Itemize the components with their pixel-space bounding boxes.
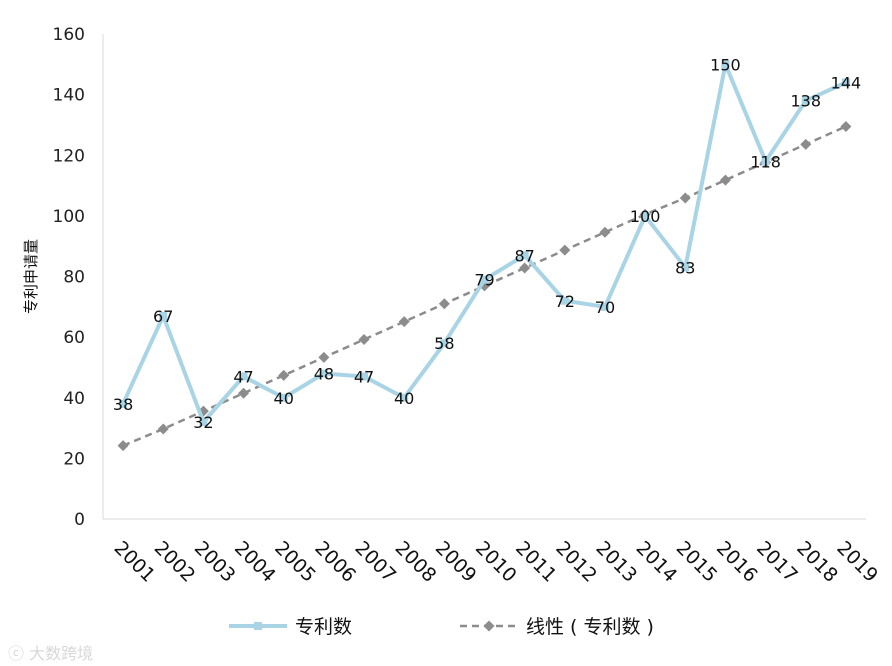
patents-point — [159, 311, 168, 320]
watermark-text: 大数跨境 — [29, 644, 94, 663]
patents-point — [681, 263, 690, 272]
patents-point — [801, 96, 810, 105]
data-label: 100 — [630, 207, 661, 226]
trend-point — [318, 351, 330, 363]
data-label: 40 — [394, 389, 414, 408]
data-label: 48 — [314, 365, 334, 384]
trend-point — [398, 316, 410, 328]
patents-point — [279, 393, 288, 402]
data-label: 83 — [675, 258, 695, 277]
y-tick-label: 40 — [63, 389, 85, 409]
legend-marker-trend — [483, 620, 495, 632]
x-axis: 2001200220032004200520062007200820092010… — [103, 518, 882, 587]
x-tick-label: 2014 — [632, 537, 682, 587]
legend-marker-patents — [254, 622, 262, 630]
watermark-logo-icon: ⓒ — [8, 644, 25, 663]
trend-point — [358, 334, 370, 346]
y-tick-label: 60 — [63, 328, 85, 348]
trend-point — [238, 387, 250, 399]
data-label: 138 — [790, 92, 821, 111]
y-axis: 0 20 40 60 80 100 120 140 160 — [53, 25, 104, 530]
y-tick-label: 120 — [53, 146, 85, 166]
trend-point — [559, 244, 571, 256]
x-tick-label: 2006 — [310, 537, 360, 587]
x-tick-label: 2004 — [230, 537, 280, 587]
trend-point — [519, 262, 531, 274]
data-label: 40 — [274, 389, 294, 408]
patents-point — [761, 157, 770, 166]
data-label: 87 — [514, 246, 534, 265]
data-label: 144 — [831, 74, 862, 93]
x-tick-label: 2018 — [792, 537, 842, 587]
data-label: 47 — [233, 368, 253, 387]
y-tick-label: 20 — [63, 449, 85, 469]
x-tick-label: 2005 — [270, 537, 320, 587]
legend: 专利数 线性 ( 专利数 ) — [229, 616, 654, 638]
data-label: 32 — [193, 413, 213, 432]
trend-point — [599, 226, 611, 238]
series-layer — [117, 60, 852, 452]
legend-label-patents: 专利数 — [295, 616, 352, 638]
y-axis-title: 专利申请量 — [22, 239, 40, 314]
x-tick-label: 2019 — [832, 537, 882, 587]
x-tick-label: 2013 — [591, 537, 641, 587]
trend-point — [679, 192, 691, 204]
trend-point — [719, 174, 731, 186]
data-label: 150 — [710, 55, 741, 74]
x-tick-label: 2016 — [712, 537, 762, 587]
y-tick-label: 160 — [53, 25, 85, 45]
trend-point — [117, 440, 129, 452]
patents-point — [119, 399, 128, 408]
patents-point — [560, 296, 569, 305]
trend-point — [278, 369, 290, 381]
legend-label-trend: 线性 ( 专利数 ) — [526, 616, 654, 638]
trend-point — [840, 120, 852, 132]
y-tick-label: 100 — [53, 207, 85, 227]
patents-point — [641, 211, 650, 220]
x-tick-label: 2012 — [551, 537, 601, 587]
watermark: ⓒ 大数跨境 — [8, 640, 93, 664]
patents-point — [319, 369, 328, 378]
data-label: 47 — [354, 368, 374, 387]
x-tick-label: 2002 — [150, 537, 200, 587]
data-label: 70 — [595, 298, 615, 317]
patents-point — [199, 418, 208, 426]
y-tick-label: 0 — [74, 510, 85, 530]
x-tick-label: 2015 — [672, 537, 722, 587]
patents-point — [600, 302, 609, 311]
patents-line — [121, 62, 847, 424]
patents-point — [520, 251, 529, 260]
patents-point — [400, 393, 409, 402]
data-labels: 38 67 32 47 40 48 47 40 58 79 87 72 70 100 83 150 118 138… — [113, 55, 861, 432]
y-tick-label: 80 — [63, 268, 85, 288]
patents-point — [239, 372, 248, 381]
trend-point — [438, 298, 450, 310]
x-tick-label: 2001 — [110, 537, 160, 587]
x-tick-label: 2017 — [752, 537, 802, 587]
x-tick-label: 2008 — [391, 537, 441, 587]
x-tick-label: 2009 — [431, 537, 481, 587]
data-label: 58 — [434, 334, 454, 353]
patents-point — [440, 339, 449, 348]
trend-point — [800, 138, 812, 150]
data-label: 72 — [555, 292, 575, 311]
y-tick-label: 140 — [53, 86, 85, 106]
patents-point — [721, 60, 730, 69]
x-tick-label: 2003 — [190, 537, 240, 587]
data-label: 38 — [113, 395, 133, 414]
data-label: 79 — [474, 271, 494, 290]
x-tick-label: 2007 — [350, 537, 400, 587]
data-label: 118 — [750, 152, 781, 171]
x-tick-label: 2011 — [511, 537, 561, 587]
x-tick-label: 2010 — [471, 537, 521, 587]
patents-point — [360, 372, 369, 381]
patents-point — [480, 275, 489, 284]
patents-point — [841, 78, 850, 87]
trend-point — [157, 423, 169, 435]
data-label: 67 — [153, 307, 173, 326]
